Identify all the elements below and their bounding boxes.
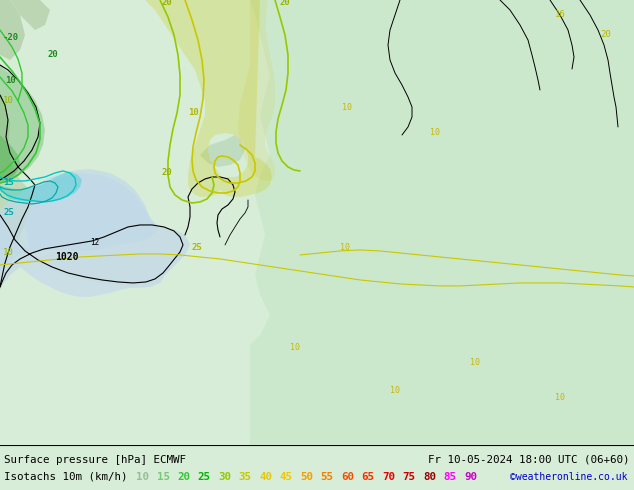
- Text: 10: 10: [340, 243, 350, 252]
- Text: 15: 15: [3, 178, 14, 187]
- Text: Isotachs 10m (km/h): Isotachs 10m (km/h): [4, 472, 127, 482]
- Polygon shape: [150, 0, 275, 181]
- Polygon shape: [0, 173, 190, 297]
- Polygon shape: [0, 215, 190, 445]
- Text: 10: 10: [3, 248, 14, 257]
- Polygon shape: [0, 135, 20, 181]
- Text: 35: 35: [238, 472, 252, 482]
- Text: 10: 10: [290, 343, 300, 352]
- Polygon shape: [0, 65, 45, 182]
- Polygon shape: [0, 0, 35, 290]
- Text: 10: 10: [555, 393, 565, 402]
- Text: 55: 55: [321, 472, 333, 482]
- Text: Surface pressure [hPa] ECMWF: Surface pressure [hPa] ECMWF: [4, 455, 186, 465]
- Text: ©weatheronline.co.uk: ©weatheronline.co.uk: [510, 472, 627, 482]
- Text: 10: 10: [136, 472, 149, 482]
- Polygon shape: [0, 0, 25, 60]
- Text: 10: 10: [5, 76, 16, 85]
- Polygon shape: [145, 0, 272, 197]
- Text: 20: 20: [48, 50, 59, 59]
- Text: 25: 25: [192, 243, 203, 252]
- Text: 45: 45: [280, 472, 292, 482]
- Text: 10: 10: [3, 96, 14, 105]
- Text: 20: 20: [177, 472, 190, 482]
- Text: 1020: 1020: [55, 252, 79, 262]
- Text: 10: 10: [390, 386, 400, 395]
- Text: -20: -20: [3, 33, 19, 42]
- Polygon shape: [200, 135, 245, 167]
- Text: Fr 10-05-2024 18:00 UTC (06+60): Fr 10-05-2024 18:00 UTC (06+60): [429, 455, 630, 465]
- Text: 20: 20: [280, 0, 291, 7]
- Polygon shape: [250, 0, 634, 445]
- Polygon shape: [0, 169, 158, 270]
- Text: 25: 25: [198, 472, 210, 482]
- Text: 10: 10: [342, 103, 352, 112]
- Text: 65: 65: [361, 472, 375, 482]
- Text: 20: 20: [162, 0, 172, 7]
- Text: 90: 90: [464, 472, 477, 482]
- Polygon shape: [0, 0, 50, 30]
- Text: 16: 16: [555, 10, 566, 19]
- Text: 20: 20: [162, 168, 172, 177]
- Text: 80: 80: [423, 472, 436, 482]
- Text: 20: 20: [600, 30, 611, 39]
- Text: 85: 85: [444, 472, 456, 482]
- Text: 60: 60: [341, 472, 354, 482]
- Text: 10: 10: [470, 358, 480, 367]
- Text: 10: 10: [188, 108, 198, 117]
- Text: 70: 70: [382, 472, 395, 482]
- Text: 50: 50: [300, 472, 313, 482]
- Text: 10: 10: [430, 128, 440, 137]
- Text: 40: 40: [259, 472, 272, 482]
- Text: 12: 12: [90, 238, 100, 247]
- Text: 25: 25: [3, 208, 14, 217]
- Polygon shape: [0, 172, 82, 202]
- Text: 15: 15: [157, 472, 169, 482]
- Text: 75: 75: [403, 472, 415, 482]
- Text: 30: 30: [218, 472, 231, 482]
